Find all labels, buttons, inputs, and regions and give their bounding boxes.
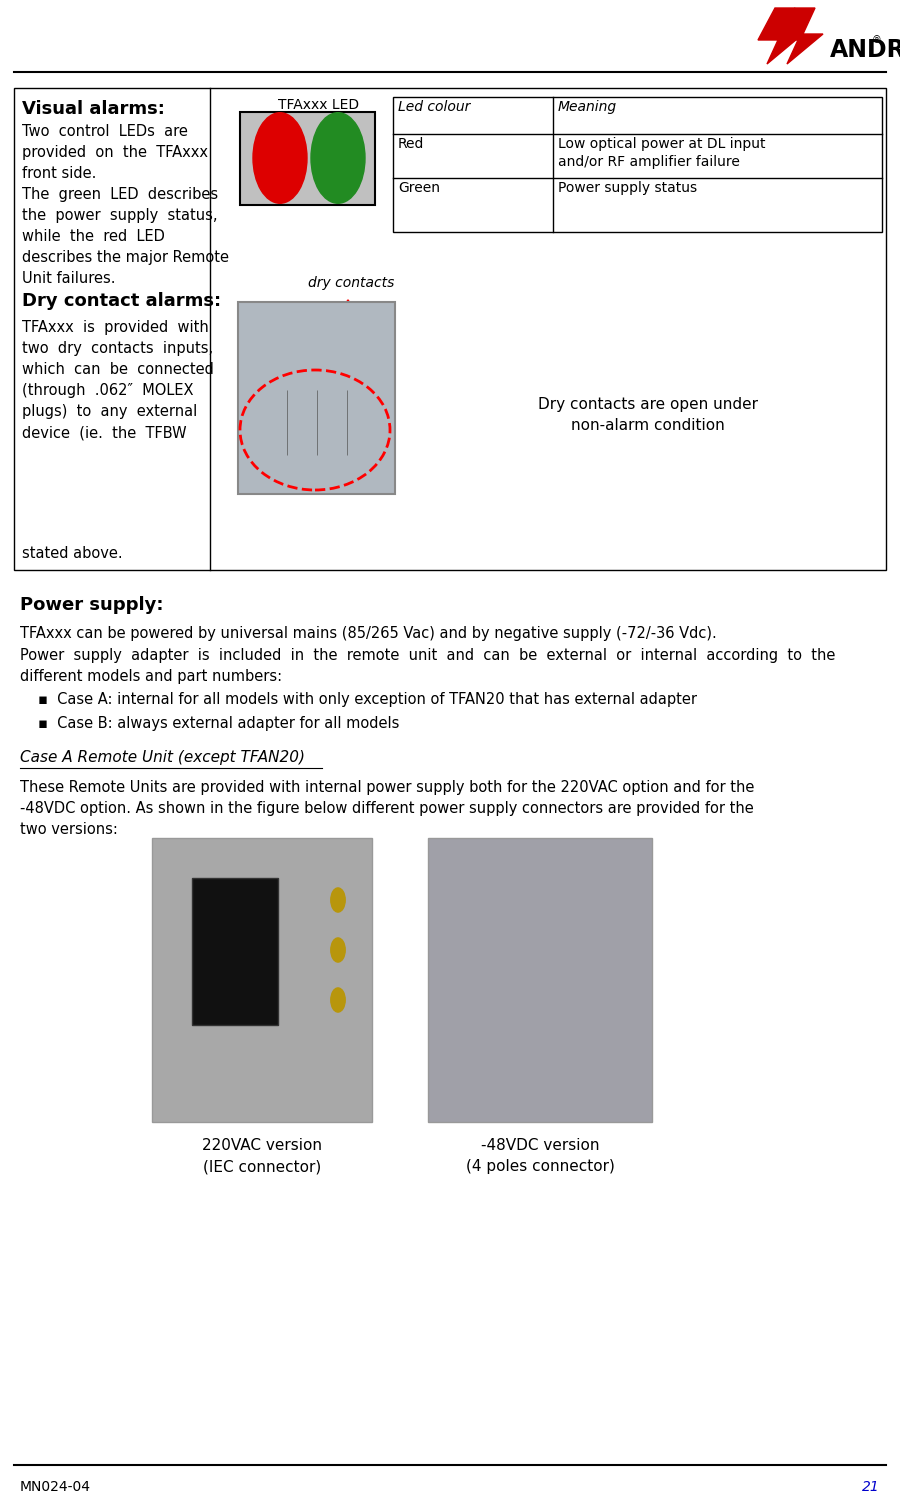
- Polygon shape: [778, 8, 823, 63]
- Text: Power supply status: Power supply status: [558, 181, 698, 195]
- Text: Two  control  LEDs  are
provided  on  the  TFAxxx
front side.
The  green  LED  d: Two control LEDs are provided on the TFA…: [22, 124, 229, 287]
- Text: Low optical power at DL input
and/or RF amplifier failure: Low optical power at DL input and/or RF …: [558, 137, 766, 169]
- Text: Meaning: Meaning: [558, 100, 617, 115]
- Text: dry contacts: dry contacts: [308, 276, 394, 290]
- Circle shape: [331, 887, 346, 911]
- Text: 220VAC version
(IEC connector): 220VAC version (IEC connector): [202, 1138, 322, 1174]
- Bar: [240, 112, 375, 205]
- Text: TFAxxx LED: TFAxxx LED: [278, 98, 359, 112]
- Text: stated above.: stated above.: [22, 546, 122, 561]
- Bar: [428, 837, 652, 1123]
- Bar: [192, 878, 278, 1025]
- Text: 21: 21: [862, 1480, 880, 1494]
- Bar: [14, 88, 886, 570]
- Text: TFAxxx can be powered by universal mains (85/265 Vac) and by negative supply (-7: TFAxxx can be powered by universal mains…: [20, 626, 716, 641]
- Circle shape: [253, 113, 307, 204]
- Circle shape: [311, 113, 365, 204]
- Bar: [152, 837, 372, 1123]
- Circle shape: [331, 939, 346, 963]
- Text: Led colour: Led colour: [398, 100, 471, 115]
- Text: Power  supply  adapter  is  included  in  the  remote  unit  and  can  be  exter: Power supply adapter is included in the …: [20, 647, 835, 684]
- Text: These Remote Units are provided with internal power supply both for the 220VAC o: These Remote Units are provided with int…: [20, 780, 754, 837]
- Text: ▪  Case B: always external adapter for all models: ▪ Case B: always external adapter for al…: [38, 715, 400, 730]
- Circle shape: [331, 988, 346, 1013]
- Text: ANDREW: ANDREW: [830, 38, 900, 62]
- Polygon shape: [758, 8, 803, 63]
- Bar: [238, 302, 395, 493]
- Text: MN024-04: MN024-04: [20, 1480, 91, 1494]
- Text: -48VDC version
(4 poles connector): -48VDC version (4 poles connector): [465, 1138, 615, 1174]
- Text: Red: Red: [398, 137, 425, 151]
- Text: Dry contacts are open under
non-alarm condition: Dry contacts are open under non-alarm co…: [538, 397, 758, 433]
- Text: ®: ®: [872, 35, 882, 45]
- Text: TFAxxx  is  provided  with
two  dry  contacts  inputs,
which  can  be  connected: TFAxxx is provided with two dry contacts…: [22, 320, 214, 441]
- Text: Green: Green: [398, 181, 440, 195]
- Text: Case A Remote Unit (except TFAN20): Case A Remote Unit (except TFAN20): [20, 750, 305, 765]
- Text: Power supply:: Power supply:: [20, 596, 164, 614]
- Text: ▪  Case A: internal for all models with only exception of TFAN20 that has extern: ▪ Case A: internal for all models with o…: [38, 693, 697, 708]
- Text: Visual alarms:: Visual alarms:: [22, 100, 165, 118]
- Text: Dry contact alarms:: Dry contact alarms:: [22, 293, 221, 309]
- Bar: [393, 97, 882, 232]
